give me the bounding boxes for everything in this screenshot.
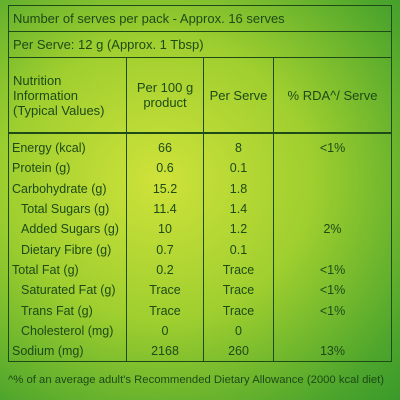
empty-cell <box>273 320 392 341</box>
nutrient-value: <1% <box>273 259 392 281</box>
serving-box: Number of serves per pack - Approx. 16 s… <box>8 5 392 57</box>
column-header: Per Serve <box>203 57 274 134</box>
table-row: Saturated Fat (g) Trace Trace <1% <box>8 280 392 301</box>
nutrient-value: <1% <box>273 300 392 321</box>
nutrient-value: 1.2 <box>203 219 274 240</box>
nutrient-value: Trace <box>126 300 204 321</box>
empty-cell <box>273 158 392 179</box>
empty-cell <box>273 239 392 260</box>
nutrient-name: Added Sugars (g) <box>8 219 127 240</box>
nutrient-value: 0 <box>126 320 204 341</box>
table-row: Dietary Fibre (g) 0.7 0.1 <box>8 239 392 260</box>
nutrient-value: 11.4 <box>126 198 204 220</box>
nutrient-value: 1.4 <box>203 198 274 220</box>
table-body: Energy (kcal) 66 8 <1% Protein (g) 0.6 0.1 Carb… <box>8 133 392 362</box>
column-header: % RDA^/ Serve <box>273 57 392 134</box>
table-row: Trans Fat (g) Trace Trace <1% <box>8 300 392 321</box>
nutrient-value: 0.1 <box>203 239 274 260</box>
nutrient-value: 66 <box>126 133 204 159</box>
nutrient-value: 15.2 <box>126 178 204 199</box>
nutrient-name: Total Fat (g) <box>8 259 127 281</box>
nutrient-value: Trace <box>203 300 274 321</box>
table-row: Sodium (mg) 2168 260 13% <box>8 340 392 362</box>
table-row: Carbohydrate (g) 15.2 1.8 <box>8 178 392 199</box>
table-row: Protein (g) 0.6 0.1 <box>8 158 392 179</box>
nutrient-name: Trans Fat (g) <box>8 300 127 321</box>
nutrition-table: Nutrition Information (Typical Values) Pe… <box>8 57 392 363</box>
table-row: Cholesterol (mg) 0 0 <box>8 320 392 341</box>
nutrient-value: 2% <box>273 219 392 240</box>
table-row: Energy (kcal) 66 8 <1% <box>8 133 392 159</box>
nutrient-value: 8 <box>203 133 274 159</box>
nutrient-value: 260 <box>203 340 274 362</box>
table-row: Added Sugars (g) 10 1.2 2% <box>8 219 392 240</box>
nutrient-value: Trace <box>203 259 274 281</box>
serving-line: Number of serves per pack - Approx. 16 s… <box>13 11 285 26</box>
nutrient-value: 0 <box>203 320 274 341</box>
nutrient-name: Cholesterol (mg) <box>8 320 127 341</box>
column-header: Per 100 g product <box>126 57 204 134</box>
nutrient-name: Energy (kcal) <box>8 133 127 159</box>
serving-line: Per Serve: 12 g (Approx. 1 Tbsp) <box>9 31 391 57</box>
nutrient-value: 2168 <box>126 340 204 362</box>
nutrient-name: Saturated Fat (g) <box>8 280 127 301</box>
footnote: ^% of an average adult's Recommended Die… <box>8 374 385 387</box>
nutrient-value: 1.8 <box>203 178 274 199</box>
table-row: Total Fat (g) 0.2 Trace <1% <box>8 259 392 281</box>
nutrient-value: 0.6 <box>126 158 204 179</box>
nutrient-name: Dietary Fibre (g) <box>8 239 127 260</box>
nutrient-value: <1% <box>273 133 392 159</box>
nutrient-value: 0.2 <box>126 259 204 281</box>
nutrient-value: 0.1 <box>203 158 274 179</box>
column-header: Nutrition Information (Typical Values) <box>8 57 127 134</box>
nutrient-name: Total Sugars (g) <box>8 198 127 220</box>
nutrient-name: Protein (g) <box>8 158 127 179</box>
table-row: Total Sugars (g) 11.4 1.4 <box>8 198 392 220</box>
nutrient-value: 10 <box>126 219 204 240</box>
nutrient-value: 13% <box>273 340 392 362</box>
nutrient-value: <1% <box>273 280 392 301</box>
header-row: Nutrition Information (Typical Values) Pe… <box>8 57 392 134</box>
nutrient-name: Sodium (mg) <box>8 340 127 362</box>
label: Number of serves per pack - Approx. 16 s… <box>8 5 392 386</box>
empty-cell <box>273 198 392 220</box>
nutrient-value: Trace <box>203 280 274 301</box>
nutrient-value: Trace <box>126 280 204 301</box>
nutrient-name: Carbohydrate (g) <box>8 178 127 199</box>
empty-cell <box>273 178 392 199</box>
nutrient-value: 0.7 <box>126 239 204 260</box>
